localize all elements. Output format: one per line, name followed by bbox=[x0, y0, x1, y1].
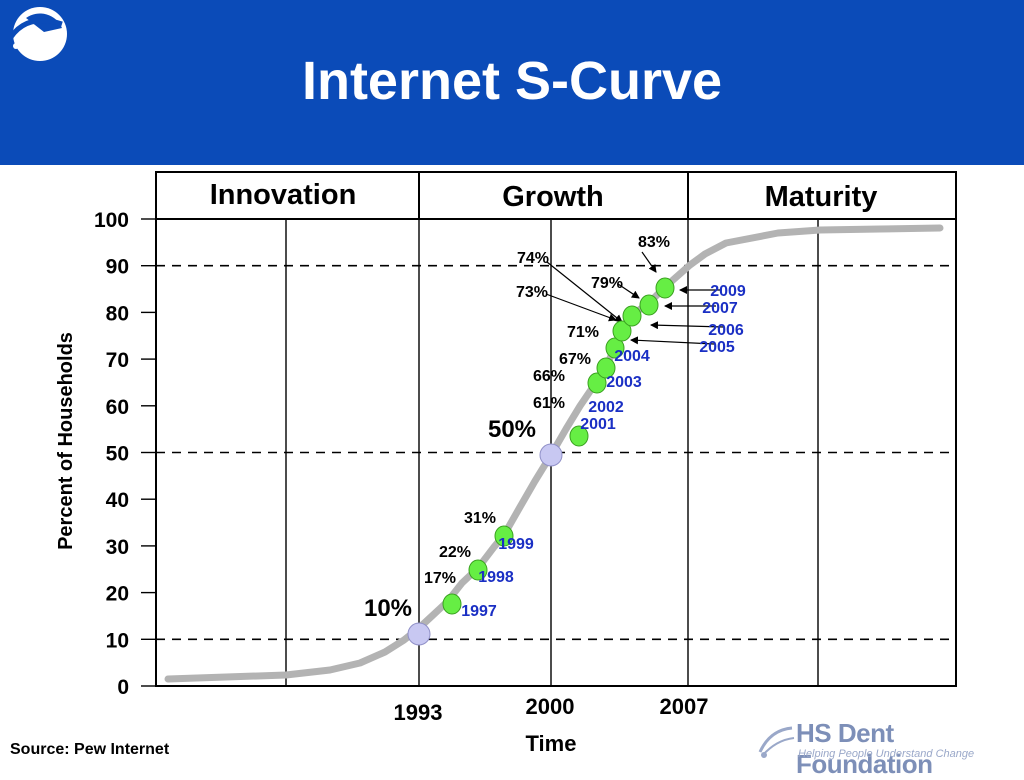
y-tick-label: 80 bbox=[106, 302, 129, 325]
y-tick-label: 0 bbox=[117, 676, 129, 699]
swoosh-logo-icon bbox=[758, 726, 795, 758]
y-axis: 0 10 20 30 40 50 60 70 80 90 100 bbox=[94, 209, 156, 699]
annotation-arrow bbox=[630, 336, 715, 345]
data-label-percent: 66% bbox=[533, 368, 565, 385]
data-point-1997 bbox=[442, 593, 462, 615]
data-point-2005 bbox=[612, 320, 632, 342]
source-note: Source: Pew Internet bbox=[10, 741, 170, 758]
phase-label-maturity: Maturity bbox=[765, 181, 878, 213]
data-label-percent: 74% bbox=[517, 250, 549, 267]
annotation-arrow bbox=[546, 261, 623, 323]
y-tick-label: 100 bbox=[94, 209, 129, 232]
y-tick-label: 40 bbox=[106, 489, 129, 512]
data-label-percent: 17% bbox=[424, 570, 456, 587]
data-label-percent: 79% bbox=[591, 275, 623, 292]
data-label-percent: 31% bbox=[464, 510, 496, 527]
data-point-2003 bbox=[596, 357, 616, 379]
data-label-year: 1999 bbox=[498, 536, 534, 553]
y-tick-label: 30 bbox=[106, 536, 129, 559]
data-label-year: 2003 bbox=[606, 374, 642, 391]
phase-label-growth: Growth bbox=[502, 181, 604, 213]
y-tick-label: 10 bbox=[106, 629, 129, 652]
globe-swoosh-icon bbox=[5, 7, 67, 61]
brand-logo: HS Dent Foundation Helping People Unders… bbox=[756, 718, 1016, 779]
annotation-arrow bbox=[641, 251, 657, 273]
phase-label-innovation: Innovation bbox=[210, 179, 357, 211]
data-label-percent: 61% bbox=[533, 395, 565, 412]
s-curve-line bbox=[164, 224, 944, 683]
data-label-year: 2004 bbox=[614, 348, 650, 365]
data-points bbox=[407, 277, 675, 646]
data-label-percent: 67% bbox=[559, 351, 591, 368]
data-label-percent: 71% bbox=[567, 324, 599, 341]
data-point-2002 bbox=[587, 372, 607, 394]
y-tick-label: 20 bbox=[106, 583, 129, 606]
data-label-percent: 73% bbox=[516, 284, 548, 301]
data-point-2007 bbox=[639, 294, 659, 316]
data-labels: 10% 50% 17% 1997 22% 1998 31%1999 61% 2001 66% 200… bbox=[364, 234, 746, 622]
data-label-year: 1997 bbox=[461, 603, 497, 620]
y-tick-label: 50 bbox=[106, 443, 129, 466]
milestone-marker bbox=[539, 443, 563, 467]
data-label-year: 2002 bbox=[588, 399, 624, 416]
annotation-arrow bbox=[545, 293, 617, 322]
data-label-percent: 22% bbox=[439, 544, 471, 561]
y-tick-label: 60 bbox=[106, 396, 129, 419]
x-tick-label: 2007 bbox=[660, 694, 709, 719]
data-label-percent: 83% bbox=[638, 234, 670, 251]
y-axis-title: Percent of Households bbox=[55, 332, 77, 550]
x-tick-label: 1993 bbox=[394, 700, 443, 725]
brand-tagline: Helping People Understand Change bbox=[798, 748, 975, 760]
data-point-2001 bbox=[569, 425, 589, 447]
annotation-arrow bbox=[650, 321, 725, 330]
annotation-arrows bbox=[545, 251, 725, 345]
brand-name: HS Dent Foundation bbox=[796, 718, 933, 779]
data-point-2006 bbox=[622, 305, 642, 327]
data-point-1998 bbox=[468, 559, 488, 581]
x-axis-title: Time bbox=[526, 731, 577, 756]
data-point-2009 bbox=[655, 277, 675, 299]
plot-frame bbox=[155, 171, 957, 687]
data-label-year: 2006 bbox=[708, 322, 744, 339]
x-axis: 1993 2000 2007 bbox=[394, 694, 709, 725]
annotation-arrow bbox=[617, 283, 640, 299]
slide-title: Internet S-Curve bbox=[301, 51, 723, 111]
title-banner: Internet S-Curve bbox=[0, 0, 1024, 165]
s-curve bbox=[164, 224, 944, 683]
data-label-year: 2009 bbox=[710, 283, 746, 300]
milestone-label: 10% bbox=[364, 595, 412, 622]
y-tick-label: 70 bbox=[106, 349, 129, 372]
data-label-year: 2001 bbox=[580, 416, 616, 433]
y-tick-label: 90 bbox=[106, 256, 129, 279]
x-tick-label: 2000 bbox=[526, 694, 575, 719]
milestone-marker bbox=[407, 622, 431, 646]
data-label-year: 1998 bbox=[478, 569, 514, 586]
data-point-1999 bbox=[494, 525, 514, 547]
data-label-year: 2005 bbox=[699, 339, 735, 356]
milestone-label: 50% bbox=[488, 416, 536, 443]
data-label-year: 2007 bbox=[702, 300, 738, 317]
